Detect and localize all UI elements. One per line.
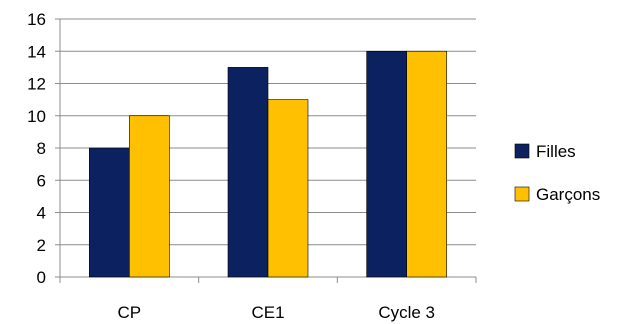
legend-swatch xyxy=(514,143,530,159)
bar-filles-cycle-3 xyxy=(366,50,407,278)
y-tick-label: 6 xyxy=(37,171,46,190)
y-tick-label: 16 xyxy=(27,10,46,29)
y-tick-label: 4 xyxy=(37,204,46,223)
bar-gar-ons-cp xyxy=(129,115,170,278)
bar-filles-ce1 xyxy=(227,67,269,278)
legend-label: Filles xyxy=(536,142,576,161)
y-tick-label: 0 xyxy=(37,268,46,287)
legend: Filles Garçons xyxy=(514,142,600,204)
category-label: CP xyxy=(118,303,142,322)
bar-gar-ons-ce1 xyxy=(267,99,309,278)
y-tick-label: 14 xyxy=(27,42,46,61)
y-tick-label: 12 xyxy=(27,75,46,94)
y-tick-labels: 0 2 4 6 8 10 12 14 16 xyxy=(27,10,46,287)
category-label: CE1 xyxy=(251,303,284,322)
bars xyxy=(89,50,447,278)
legend-label: Garçons xyxy=(536,185,600,204)
category-label: Cycle 3 xyxy=(378,303,435,322)
y-tick-label: 8 xyxy=(37,139,46,158)
category-labels: CP CE1 Cycle 3 xyxy=(118,303,435,322)
y-tick-label: 2 xyxy=(37,236,46,255)
legend-swatch xyxy=(514,186,530,202)
bar-gar-ons-cycle-3 xyxy=(406,50,447,278)
y-tick-label: 10 xyxy=(27,107,46,126)
bar-filles-cp xyxy=(89,147,130,278)
